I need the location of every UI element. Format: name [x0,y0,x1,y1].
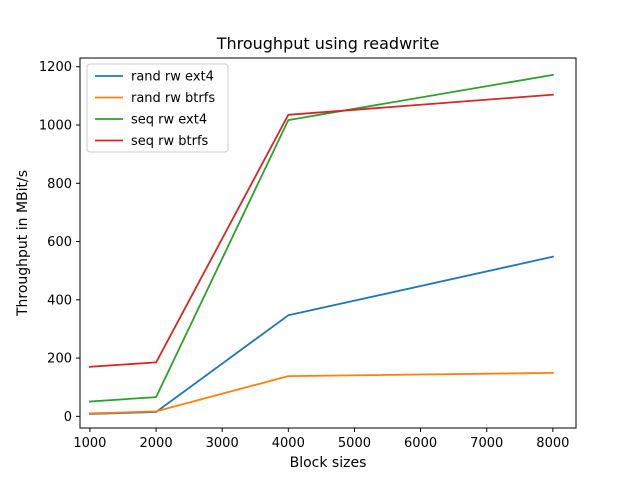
legend-label: rand rw btrfs [131,91,215,106]
series-layer [88,73,554,415]
x-tick-label: 7000 [470,436,503,451]
legend: rand rw ext4 rand rw btrfs seq rw ext4 seq … [86,63,229,153]
chart-title: Throughput using readwrite [216,34,440,53]
x-tick-label: 5000 [338,436,371,451]
x-tick-label: 6000 [404,436,437,451]
plot-frame [79,57,577,429]
x-axis: 1000 2000 3000 4000 5000 6000 7000 8000 [73,428,569,451]
x-tick-label: 1000 [73,436,106,451]
legend-label: seq rw ext4 [131,113,207,128]
x-tick-label: 2000 [140,436,173,451]
y-tick-label: 1000 [39,119,72,134]
x-tick-label: 3000 [206,436,239,451]
y-tick-label: 200 [47,352,72,367]
y-tick-label: 400 [47,293,72,308]
series-line-seq-rw-ext4 [88,73,554,403]
legend-label: rand rw ext4 [131,70,214,85]
y-tick-label: 1200 [39,60,72,75]
y-tick-label: 0 [64,410,72,425]
x-tick-label: 8000 [536,436,569,451]
x-axis-label: Block sizes [290,455,367,471]
legend-box [86,63,229,153]
y-tick-label: 600 [47,235,72,250]
legend-label: seq rw btrfs [131,134,209,149]
series-line-rand-rw-btrfs [88,371,554,415]
y-axis-label: Throughput in MBit/s [15,170,31,317]
y-axis: 0 200 400 600 800 1000 1200 [39,60,80,425]
x-tick-label: 4000 [272,436,305,451]
series-line-seq-rw-btrfs [88,93,554,368]
y-tick-label: 800 [47,177,72,192]
